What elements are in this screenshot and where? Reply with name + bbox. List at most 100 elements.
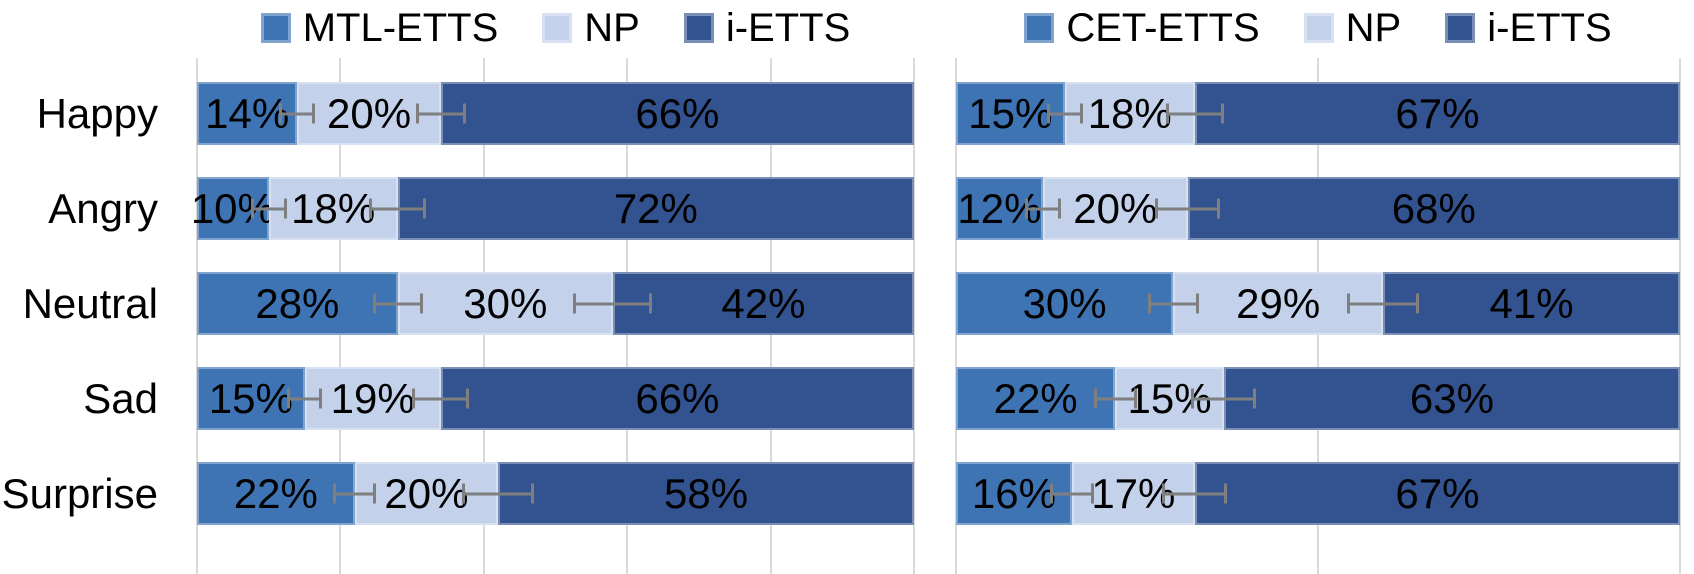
legend-swatch-icon xyxy=(683,13,714,43)
error-bar-cap xyxy=(530,483,534,504)
error-bar-cap xyxy=(1024,198,1028,219)
bar-row: 28% 30% 42% xyxy=(197,272,914,335)
error-bar-cap xyxy=(1155,198,1159,219)
error-bar-cap xyxy=(250,198,254,219)
plot-area-left: 14% 20% 66% 10% 18% 72% 28% 30% 42% 15% 19% 66% 22% 2… xyxy=(191,58,915,574)
legend-swatch-icon xyxy=(260,13,291,43)
segment-label: 63% xyxy=(1409,374,1494,422)
error-bar-cap xyxy=(1133,388,1137,409)
bar-segment: 15% xyxy=(956,82,1065,145)
error-bar xyxy=(286,388,323,409)
segment-label: 67% xyxy=(1395,89,1480,137)
error-bar-cap xyxy=(1093,388,1097,409)
bar-segment: 66% xyxy=(440,82,914,145)
error-bar xyxy=(412,388,470,409)
bar-segment: 22% xyxy=(956,367,1116,430)
legend-label: MTL-ETTS xyxy=(302,6,499,50)
bar-segment: 18% xyxy=(268,177,398,240)
error-bar-cap xyxy=(373,483,377,504)
segment-label: 18% xyxy=(1087,89,1172,137)
bar-segment: 30% xyxy=(956,272,1174,335)
error-bar-cap xyxy=(412,388,416,409)
error-bar-cap xyxy=(312,103,316,124)
segment-label: 15% xyxy=(968,89,1053,137)
segment-label: 22% xyxy=(993,374,1078,422)
error-bar-cap xyxy=(1220,103,1224,124)
legend-item: CET-ETTS xyxy=(1024,6,1260,50)
bar-segment: 66% xyxy=(440,367,914,430)
gridline xyxy=(913,58,915,574)
error-bar-cap xyxy=(1090,483,1094,504)
bar-row: 22% 20% 58% xyxy=(197,462,914,525)
error-bar xyxy=(279,103,316,124)
bar-segment: 28% xyxy=(197,272,398,335)
error-bar xyxy=(1191,388,1257,409)
error-bar-cap xyxy=(1224,483,1228,504)
bar-segment: 22% xyxy=(197,462,355,525)
legend-item: NP xyxy=(1303,6,1402,50)
legend-label: NP xyxy=(1345,6,1402,50)
bar-row: 22% 15% 63% xyxy=(956,367,1680,430)
bar-row: 16% 17% 67% xyxy=(956,462,1680,525)
legend-label: CET-ETTS xyxy=(1066,6,1260,50)
error-bar-cap xyxy=(419,293,423,314)
bar-segment: 15% xyxy=(197,367,305,430)
segment-label: 15% xyxy=(208,374,293,422)
segment-label: 72% xyxy=(613,184,698,232)
category-label: Sad xyxy=(83,374,158,422)
bar-segment: 29% xyxy=(1173,272,1384,335)
legend-label: i-ETTS xyxy=(1487,6,1612,50)
category-axis: Happy Angry Neutral Sad Surprise xyxy=(0,58,162,574)
error-bar xyxy=(1147,293,1199,314)
segment-label: 20% xyxy=(327,89,412,137)
segment-label: 20% xyxy=(1073,184,1158,232)
legend-label: i-ETTS xyxy=(725,6,851,50)
segment-label: 42% xyxy=(721,279,806,327)
error-bar-cap xyxy=(369,198,373,219)
bar-row: 12% 20% 68% xyxy=(956,177,1680,240)
error-bar xyxy=(372,293,423,314)
error-bar-cap xyxy=(1046,103,1050,124)
error-bar-cap xyxy=(319,388,323,409)
segment-label: 18% xyxy=(291,184,376,232)
bar-row: 10% 18% 72% xyxy=(191,177,914,240)
error-bar-cap xyxy=(423,198,427,219)
error-bar-cap xyxy=(279,103,283,124)
segment-label: 66% xyxy=(635,374,720,422)
error-bar-cap xyxy=(1191,388,1195,409)
error-bar-cap xyxy=(286,388,290,409)
category-label: Happy xyxy=(36,89,158,137)
error-bar-cap xyxy=(1253,388,1257,409)
legend-swatch-icon xyxy=(1303,13,1334,43)
bar-segment: 58% xyxy=(498,462,914,525)
segment-label: 16% xyxy=(971,469,1056,517)
legend-item: i-ETTS xyxy=(683,6,851,50)
segment-label: 17% xyxy=(1091,469,1176,517)
bar-segment: 42% xyxy=(612,272,914,335)
segment-label: 67% xyxy=(1395,469,1480,517)
bar-segment: 63% xyxy=(1223,367,1680,430)
error-bar xyxy=(1162,483,1228,504)
error-bar-cap xyxy=(1165,103,1169,124)
error-bar-cap xyxy=(1217,198,1221,219)
bar-row: 15% 18% 67% xyxy=(956,82,1680,145)
error-bar xyxy=(1024,198,1061,219)
bar-row: 30% 29% 41% xyxy=(956,272,1680,335)
error-bar-cap xyxy=(462,103,466,124)
segment-label: 66% xyxy=(635,89,720,137)
category-label: Angry xyxy=(48,184,158,232)
segment-label: 30% xyxy=(463,279,548,327)
bar-segment: 72% xyxy=(397,177,914,240)
error-bar-cap xyxy=(1346,293,1350,314)
error-bar xyxy=(369,198,427,219)
legend-label: NP xyxy=(584,6,640,50)
error-bar xyxy=(1165,103,1224,124)
segment-label: 22% xyxy=(233,469,318,517)
error-bar xyxy=(1093,388,1137,409)
legend-item: MTL-ETTS xyxy=(260,6,499,50)
segment-label: 29% xyxy=(1236,279,1321,327)
bar-segment: 19% xyxy=(304,367,441,430)
bar-segment: 67% xyxy=(1194,462,1680,525)
bar-row: 14% 20% 66% xyxy=(197,82,914,145)
error-bar xyxy=(250,198,287,219)
